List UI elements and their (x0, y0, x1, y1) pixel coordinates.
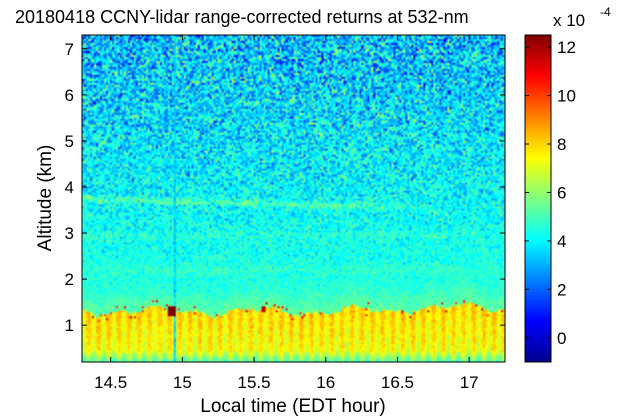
y-tick-label: 4 (65, 178, 74, 197)
colorbar-tick-label: 6 (557, 183, 566, 202)
y-axis-label: Altitude (km) (35, 145, 56, 252)
colorbar-tick-label: 2 (557, 280, 566, 299)
colorbar-exponent-power: -4 (600, 5, 611, 19)
colorbar-exponent-base: x 10 (553, 11, 585, 30)
plot-area (81, 34, 506, 363)
colorbar-tick-label: 8 (557, 135, 566, 154)
y-axis: 1 2 3 4 5 6 7 (65, 40, 505, 335)
x-tick-label: 15.5 (238, 373, 271, 392)
y-tick-label: 6 (65, 86, 74, 105)
x-tick-label: 16 (316, 373, 335, 392)
plot-frame (81, 34, 506, 363)
colorbar-tick-label: 12 (557, 38, 576, 57)
lidar-heatmap (82, 35, 505, 362)
chart-title: 20180418 CCNY-lidar range-corrected retu… (15, 7, 469, 27)
y-tick-label: 5 (65, 132, 74, 151)
y-tick-label: 3 (65, 224, 74, 243)
y-tick-label: 7 (65, 40, 74, 59)
x-axis: 14.5 15 15.5 16 16.5 17 (94, 35, 479, 392)
colorbar-gradient (525, 35, 551, 362)
colorbar-tick-label: 4 (557, 232, 566, 251)
colorbar-frame (524, 34, 552, 363)
y-tick-label: 2 (65, 270, 74, 289)
x-tick-label: 16.5 (381, 373, 414, 392)
colorbar-tick-label: 10 (557, 87, 576, 106)
x-tick-label: 14.5 (94, 373, 127, 392)
colorbar: 0 2 4 6 8 10 12 x 10 -4 (524, 5, 611, 363)
x-axis-label: Local time (EDT hour) (200, 396, 386, 417)
colorbar-tick-label: 0 (557, 329, 566, 348)
y-tick-label: 1 (65, 316, 74, 335)
x-tick-label: 15 (173, 373, 192, 392)
x-tick-label: 17 (460, 373, 479, 392)
